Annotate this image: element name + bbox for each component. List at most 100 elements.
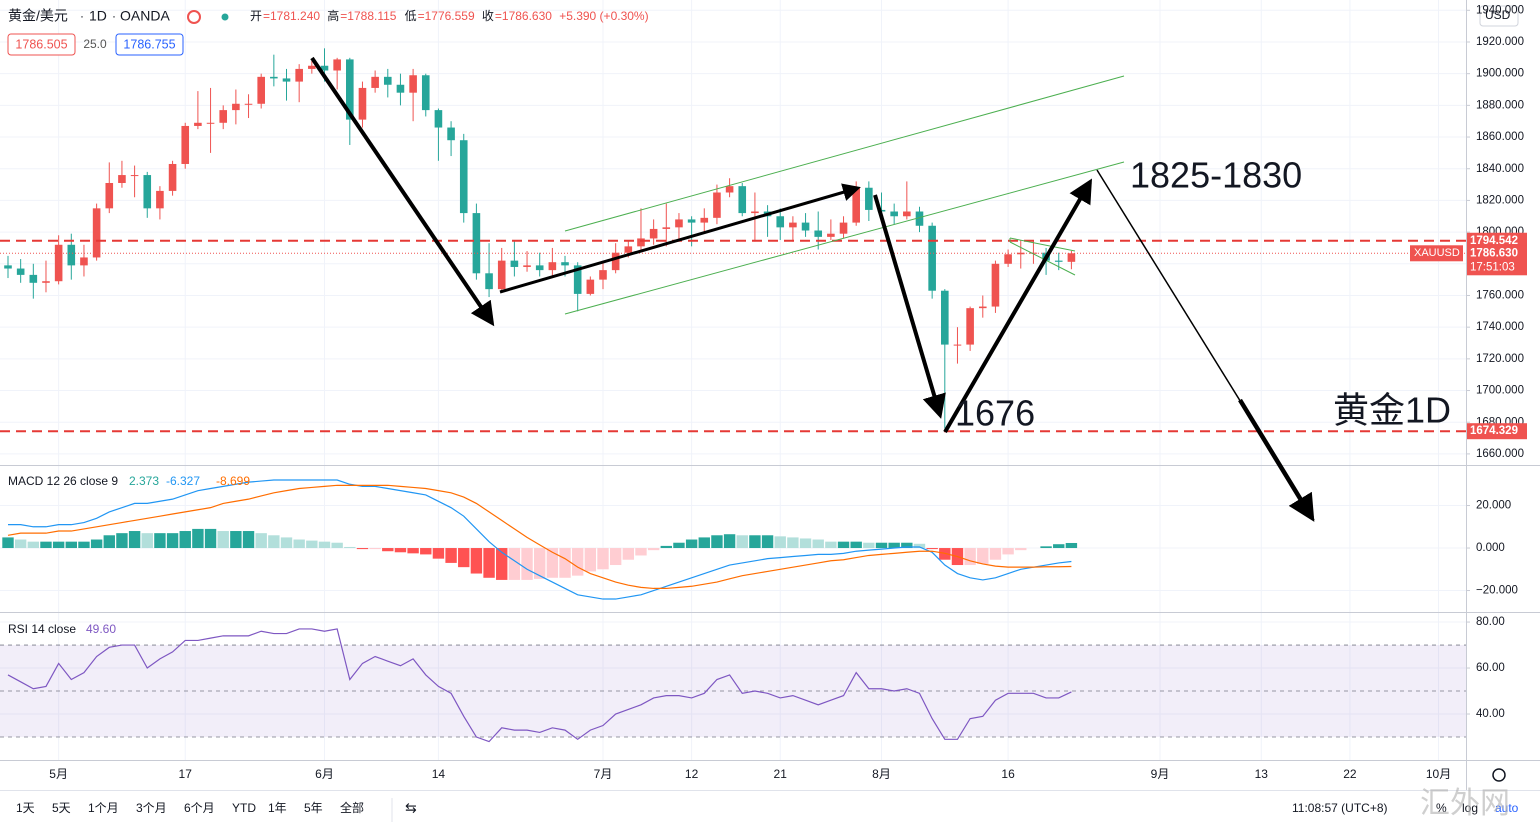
candle-body [599,270,607,280]
macd-histogram-bar [331,542,343,549]
candle-body [915,211,924,226]
candle-body [586,279,595,294]
macd-histogram-bar [812,539,824,549]
x-tick-label: 17 [179,767,193,781]
candle-body [4,265,12,269]
watermark: 汇外网 [1420,787,1510,820]
symbol[interactable]: 黄金/美元 [8,8,68,24]
candle-body [105,182,114,209]
candle-body [662,227,671,229]
macd-histogram-bar [280,537,293,549]
x-tick-label: 7月 [594,767,613,781]
macd-histogram-bar [344,546,356,549]
macd-histogram-bar [2,537,14,549]
source: OANDA [120,8,170,24]
y-tick-label: 1940.000 [1476,4,1524,16]
range-button[interactable]: 5天 [52,801,71,815]
y-tick-label: 1840.000 [1476,163,1524,175]
candle-body [497,260,506,290]
candle-body [270,76,278,79]
macd-histogram-bar [242,531,255,549]
range-button[interactable]: 5年 [304,801,323,815]
currency[interactable]: USD [1485,8,1511,22]
spread: 25.0 [83,37,107,51]
candle-body [92,208,101,258]
macd-histogram-bar [913,543,926,549]
range-button[interactable]: 全部 [340,800,364,815]
candle-body [510,260,519,267]
candle-body [624,246,633,253]
arrow [1238,398,1315,522]
range-button[interactable]: YTD [232,801,256,815]
candle-body [941,290,949,345]
macd-histogram-bar [204,528,217,549]
candle-body [903,211,911,217]
macd-histogram-bar [761,535,774,549]
macd-histogram-bar [1002,548,1014,555]
clock[interactable]: 11:08:57 (UTC+8) [1292,801,1388,815]
macd-histogram-bar [27,541,40,549]
rsi-band [0,645,1466,738]
log-toggle[interactable]: log [1462,801,1478,815]
macd-histogram-bar [597,548,609,570]
settings-icon[interactable] [1492,768,1506,782]
readout-value: =1776.559 [418,9,475,23]
range-button[interactable]: 1天 [16,801,35,815]
macd-histogram-bar [685,539,698,549]
candle-body [295,68,303,82]
annotation: 黄金1D [1333,390,1451,431]
macd-histogram-bar [825,541,837,549]
x-tick-label: 8月 [872,767,891,781]
range-button[interactable]: 1年 [268,801,287,815]
sell-price[interactable]: 1786.505 [15,37,67,51]
interval[interactable]: 1D [89,8,107,24]
macd-histogram-bar [901,542,913,549]
macd-histogram-bar [736,535,748,549]
candle-body [232,103,240,111]
macd-histogram-bar [356,548,369,550]
macd-histogram-bar [1053,544,1065,549]
candle-body [953,344,962,346]
buy-price[interactable]: 1786.755 [123,37,175,51]
buy-button[interactable] [115,33,184,56]
candle-body [991,263,1000,307]
candle-body [42,281,50,283]
range-button[interactable]: 3个月 [136,801,167,815]
y-tick-label: −20.000 [1476,585,1518,597]
arrow [499,183,861,294]
symbol-box [1410,245,1463,262]
candle-body [206,122,215,124]
candle-body [447,127,455,141]
macd-histogram-bar [647,548,660,551]
sell-button[interactable] [7,33,76,56]
macd-histogram-bar [989,548,1002,560]
price-label-box [1467,423,1527,440]
range-button[interactable]: 6个月 [184,801,215,815]
readout-value: =1786.630 [495,9,552,23]
x-tick-label: 13 [1255,767,1269,781]
currency-select[interactable] [1479,5,1519,27]
macd-histogram-bar [166,533,179,549]
candle-body [814,230,823,237]
candle-body [282,78,291,82]
macd-histogram-bar [774,536,786,549]
candle-body [890,211,898,217]
y-tick-label: 1720.000 [1476,353,1524,365]
macd-histogram-bar [1040,546,1052,549]
macd-histogram-bar [850,541,862,549]
price-label: 1674.329 [1470,425,1518,437]
range-button[interactable]: 1个月 [88,801,119,815]
candle-body [333,59,341,71]
goto-date-icon[interactable]: ⇆ [405,800,417,816]
macd-histogram-bar [470,548,483,574]
candle-body [257,76,265,104]
alert-icon[interactable] [187,10,201,24]
percent-toggle[interactable]: % [1436,801,1447,815]
macd-histogram-bar [103,535,115,549]
candle-body [409,75,417,93]
candle-body [472,213,481,274]
macd-histogram-bar [141,533,153,549]
auto-toggle[interactable]: auto [1495,801,1519,815]
